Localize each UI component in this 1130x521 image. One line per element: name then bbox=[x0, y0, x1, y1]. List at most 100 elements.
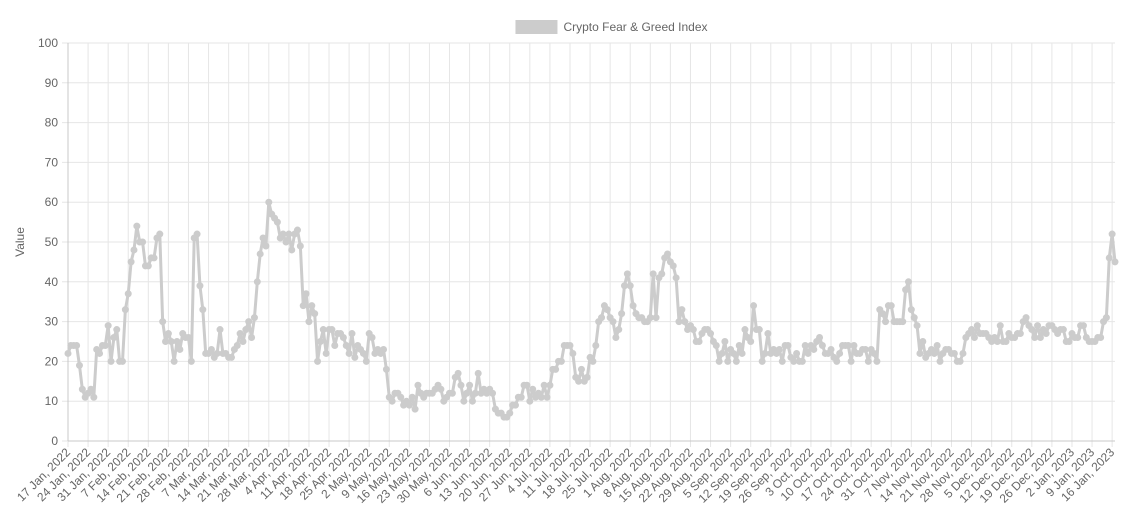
data-point bbox=[712, 341, 720, 349]
data-point bbox=[150, 254, 158, 262]
data-point bbox=[933, 341, 941, 349]
data-point bbox=[245, 318, 253, 326]
data-point bbox=[256, 250, 264, 258]
data-point bbox=[603, 306, 611, 314]
data-point bbox=[285, 230, 293, 238]
data-point bbox=[569, 349, 577, 357]
data-point bbox=[575, 377, 583, 385]
data-point bbox=[233, 341, 241, 349]
data-point bbox=[342, 341, 350, 349]
legend: Crypto Fear & Greed Index bbox=[515, 20, 708, 34]
data-point bbox=[288, 246, 296, 254]
data-point bbox=[523, 381, 531, 389]
data-point bbox=[735, 341, 743, 349]
data-point bbox=[468, 397, 476, 405]
y-tick-label: 10 bbox=[45, 394, 59, 408]
data-point bbox=[162, 338, 170, 345]
data-point bbox=[299, 302, 307, 310]
data-point bbox=[405, 401, 413, 409]
data-point bbox=[159, 318, 167, 326]
data-point bbox=[164, 330, 172, 338]
data-point bbox=[609, 318, 617, 326]
data-point bbox=[388, 397, 396, 405]
data-point bbox=[950, 349, 958, 357]
data-point bbox=[228, 353, 236, 361]
data-point bbox=[847, 357, 855, 365]
data-point bbox=[724, 357, 732, 365]
data-point bbox=[322, 349, 330, 357]
data-point bbox=[448, 389, 456, 397]
data-point bbox=[864, 357, 872, 365]
data-point bbox=[672, 274, 680, 282]
data-point bbox=[1034, 322, 1042, 330]
data-point bbox=[187, 357, 195, 365]
data-point bbox=[184, 334, 192, 342]
data-point bbox=[623, 270, 631, 278]
data-point bbox=[506, 409, 514, 417]
data-point bbox=[460, 397, 468, 405]
data-point bbox=[827, 345, 835, 353]
y-tick-label: 70 bbox=[45, 155, 59, 169]
data-point bbox=[577, 365, 585, 373]
data-point bbox=[913, 322, 921, 330]
data-point bbox=[629, 302, 637, 310]
data-point bbox=[75, 361, 83, 369]
data-point bbox=[345, 349, 353, 357]
data-point bbox=[236, 330, 244, 338]
data-point bbox=[956, 357, 964, 365]
data-point bbox=[618, 310, 626, 318]
data-point bbox=[511, 401, 519, 409]
data-point bbox=[1028, 326, 1036, 334]
y-tick-label: 80 bbox=[45, 116, 59, 130]
data-point bbox=[798, 357, 806, 365]
data-point bbox=[78, 385, 86, 393]
data-point bbox=[90, 393, 98, 401]
data-point bbox=[695, 338, 703, 345]
data-point bbox=[970, 334, 978, 342]
data-point bbox=[1108, 230, 1116, 238]
data-point bbox=[474, 369, 482, 377]
data-point bbox=[239, 338, 247, 345]
data-point bbox=[873, 357, 881, 365]
data-point bbox=[968, 326, 976, 334]
data-point bbox=[732, 357, 740, 365]
data-point bbox=[1111, 258, 1119, 266]
data-point bbox=[242, 326, 250, 334]
data-point bbox=[844, 341, 852, 349]
data-point bbox=[196, 282, 204, 290]
data-point bbox=[282, 238, 290, 246]
y-tick-label: 90 bbox=[45, 76, 59, 90]
data-point bbox=[652, 314, 660, 322]
data-point bbox=[216, 326, 224, 334]
data-point bbox=[882, 318, 890, 326]
data-point bbox=[626, 282, 634, 290]
data-point bbox=[910, 314, 918, 322]
data-point bbox=[973, 322, 981, 330]
data-point bbox=[113, 326, 121, 334]
data-point bbox=[156, 230, 164, 238]
data-point bbox=[64, 349, 72, 357]
data-point bbox=[592, 341, 600, 349]
data-point bbox=[119, 357, 127, 365]
data-point bbox=[778, 357, 786, 365]
data-point bbox=[775, 345, 783, 353]
data-point bbox=[836, 349, 844, 357]
data-point bbox=[1065, 338, 1073, 345]
data-point bbox=[293, 226, 301, 234]
data-point bbox=[784, 341, 792, 349]
data-point bbox=[130, 246, 138, 254]
data-point bbox=[1059, 326, 1067, 334]
data-point bbox=[1002, 338, 1010, 345]
data-point bbox=[104, 322, 112, 330]
data-point bbox=[248, 334, 256, 342]
data-point bbox=[833, 357, 841, 365]
data-point bbox=[721, 338, 729, 345]
data-point bbox=[793, 349, 801, 357]
data-point bbox=[173, 338, 181, 345]
data-point bbox=[678, 306, 686, 314]
data-point bbox=[738, 349, 746, 357]
data-point bbox=[308, 302, 316, 310]
data-point bbox=[265, 198, 273, 206]
data-point bbox=[380, 345, 388, 353]
